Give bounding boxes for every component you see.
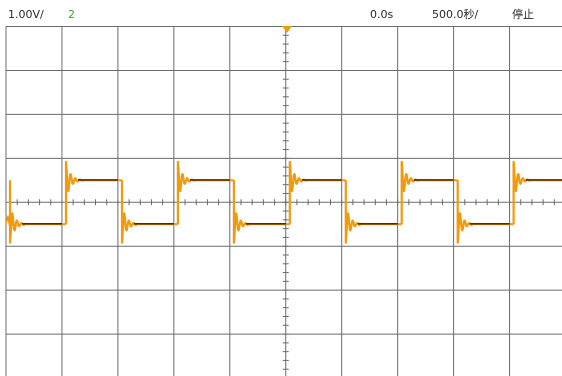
channel-number-label: 2: [68, 8, 75, 21]
falling-edge: [344, 180, 363, 244]
falling-edge: [232, 180, 252, 244]
time-scale-readout: 500.0秒/: [432, 8, 479, 21]
run-state-label: 停止: [512, 8, 534, 21]
time-delay-readout: 0.0s: [370, 8, 394, 21]
falling-edge: [456, 180, 475, 244]
rising-edge: [64, 160, 84, 225]
rising-edge: [176, 160, 196, 225]
channel-trace: [5, 160, 562, 244]
rising-edge: [288, 160, 307, 225]
graticule: [5, 26, 562, 376]
left-edge-ring: [5, 215, 13, 230]
status-bar: 1.00V/ 2 0.0s 500.0秒/ 停止: [0, 0, 562, 28]
trigger-position-icon[interactable]: [282, 26, 292, 33]
rising-edge: [512, 160, 531, 225]
rising-edge: [400, 160, 419, 225]
falling-edge: [8, 180, 28, 244]
vertical-scale-readout: 1.00V/: [8, 8, 44, 21]
falling-edge: [120, 180, 140, 244]
